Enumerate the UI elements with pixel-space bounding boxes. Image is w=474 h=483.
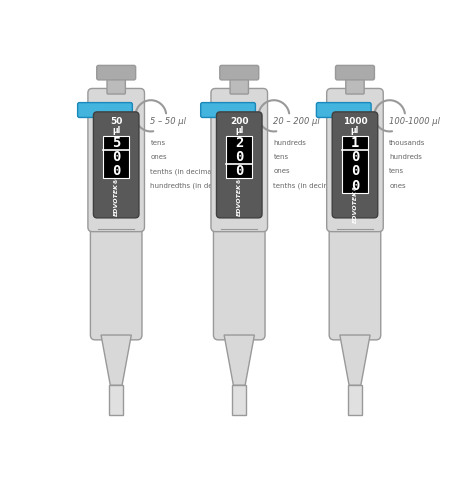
Bar: [226, 150, 252, 164]
Text: 0: 0: [351, 179, 359, 193]
Text: thousands: thousands: [389, 140, 426, 146]
Bar: [342, 136, 368, 150]
Text: μl: μl: [235, 126, 243, 135]
Text: tens: tens: [150, 140, 165, 146]
Bar: [109, 385, 123, 415]
Text: ones: ones: [389, 183, 406, 188]
Text: 100-1000 μl: 100-1000 μl: [389, 117, 440, 127]
Bar: [348, 385, 362, 415]
FancyBboxPatch shape: [91, 222, 142, 340]
Bar: [342, 164, 368, 178]
FancyBboxPatch shape: [346, 77, 364, 94]
FancyBboxPatch shape: [93, 112, 139, 218]
Bar: [103, 136, 129, 150]
FancyBboxPatch shape: [316, 102, 371, 117]
Bar: [103, 136, 129, 178]
Text: 1: 1: [351, 136, 359, 150]
Text: EDVOTEK®: EDVOTEK®: [237, 177, 242, 216]
Text: 1000: 1000: [343, 117, 367, 127]
Polygon shape: [340, 335, 370, 385]
Text: 0: 0: [351, 164, 359, 178]
Text: tens: tens: [389, 169, 404, 174]
Bar: [232, 385, 246, 415]
Polygon shape: [101, 335, 131, 385]
Bar: [103, 150, 129, 164]
Bar: [342, 136, 368, 193]
FancyBboxPatch shape: [88, 88, 145, 232]
Text: hundreds: hundreds: [273, 140, 306, 146]
Text: tens: tens: [273, 154, 289, 160]
FancyBboxPatch shape: [332, 112, 378, 218]
Text: 0: 0: [235, 164, 244, 178]
FancyBboxPatch shape: [230, 77, 248, 94]
FancyBboxPatch shape: [211, 88, 267, 232]
FancyBboxPatch shape: [78, 102, 132, 117]
Text: 0: 0: [351, 150, 359, 164]
FancyBboxPatch shape: [217, 112, 262, 218]
Bar: [342, 150, 368, 164]
Text: 0: 0: [235, 150, 244, 164]
Text: 0: 0: [112, 150, 120, 164]
FancyBboxPatch shape: [329, 222, 381, 340]
Text: hundreds: hundreds: [389, 154, 422, 160]
FancyBboxPatch shape: [97, 65, 136, 80]
Text: 5 – 50 μl: 5 – 50 μl: [150, 117, 186, 127]
Text: 50: 50: [110, 117, 122, 127]
Text: μl: μl: [112, 126, 120, 135]
Bar: [103, 164, 129, 178]
FancyBboxPatch shape: [220, 65, 259, 80]
Text: hundredths (in decimal): hundredths (in decimal): [150, 182, 235, 189]
Text: 5: 5: [112, 136, 120, 150]
Text: ones: ones: [150, 154, 167, 160]
Text: 2: 2: [235, 136, 244, 150]
Text: ones: ones: [273, 169, 290, 174]
Text: μl: μl: [351, 126, 359, 135]
FancyBboxPatch shape: [336, 65, 374, 80]
Text: 20 – 200 μl: 20 – 200 μl: [273, 117, 320, 127]
FancyBboxPatch shape: [213, 222, 265, 340]
Text: EDVOTEK®: EDVOTEK®: [353, 184, 357, 223]
FancyBboxPatch shape: [107, 77, 125, 94]
Bar: [226, 164, 252, 178]
Text: tenths (in decimal): tenths (in decimal): [150, 168, 217, 175]
FancyBboxPatch shape: [201, 102, 255, 117]
Text: tenths (in decimal): tenths (in decimal): [273, 182, 340, 189]
Bar: [226, 136, 252, 150]
Bar: [226, 136, 252, 178]
Bar: [342, 178, 368, 193]
FancyBboxPatch shape: [327, 88, 383, 232]
Text: 200: 200: [230, 117, 248, 127]
Text: EDVOTEK®: EDVOTEK®: [114, 177, 118, 216]
Text: 0: 0: [112, 164, 120, 178]
Polygon shape: [224, 335, 255, 385]
